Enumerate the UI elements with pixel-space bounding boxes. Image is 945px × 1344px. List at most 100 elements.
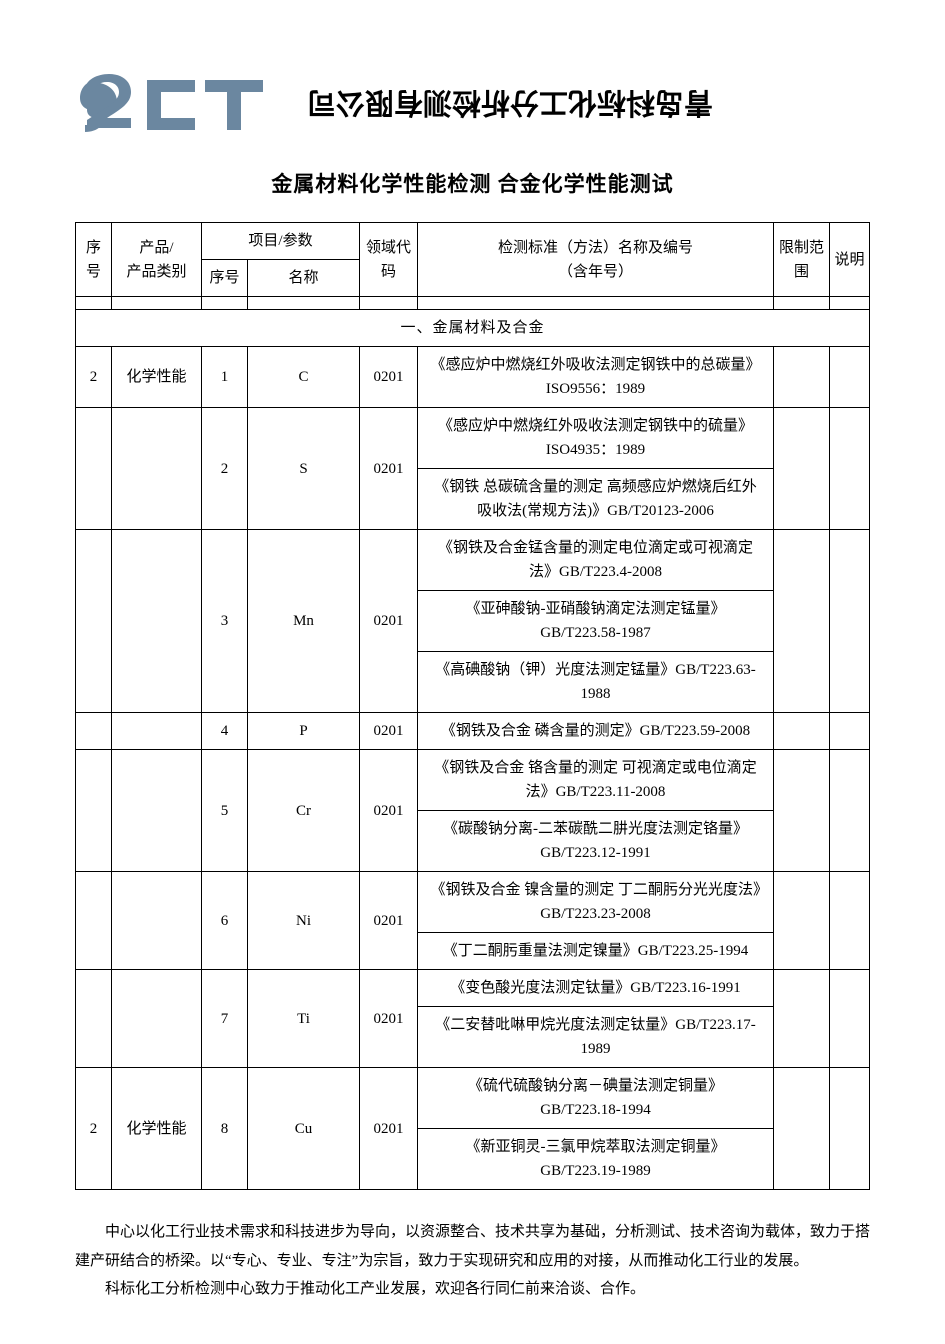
cell-seq [76, 970, 112, 1068]
cell-param-name: S [248, 408, 360, 530]
cell-note [830, 750, 870, 872]
cell-param-name: Cr [248, 750, 360, 872]
cell-product [112, 970, 202, 1068]
cell-domain: 0201 [360, 530, 418, 713]
cell-param-seq: 2 [202, 408, 248, 530]
table-row: 2化学性能1C0201《感应炉中燃烧红外吸收法测定钢铁中的总碳量》ISO9556… [76, 347, 870, 408]
cell-standard: 《二安替吡啉甲烷光度法测定钛量》GB/T223.17-1989 [418, 1007, 774, 1068]
cell-limit [774, 408, 830, 530]
cell-param-name: Ni [248, 872, 360, 970]
cell-standard: 《感应炉中燃烧红外吸收法测定钢铁中的硫量》ISO4935：1989 [418, 408, 774, 469]
cell-limit [774, 872, 830, 970]
cell-standard: 《钢铁及合金 磷含量的测定》GB/T223.59-2008 [418, 713, 774, 750]
cell-seq [76, 408, 112, 530]
cell-param-seq: 4 [202, 713, 248, 750]
table-header-row: 序号 产品/ 产品类别 项目/参数 领域代码 检测标准（方法）名称及编号 （含年… [76, 223, 870, 260]
col-param-group: 项目/参数 [202, 223, 360, 260]
cell-standard: 《丁二酮肟重量法测定镍量》GB/T223.25-1994 [418, 933, 774, 970]
cell-seq [76, 530, 112, 713]
cell-param-name: Cu [248, 1068, 360, 1190]
cell-product [112, 408, 202, 530]
col-param-seq: 序号 [202, 260, 248, 297]
cell-param-name: Mn [248, 530, 360, 713]
cell-param-name: P [248, 713, 360, 750]
table-row: 7Ti0201《变色酸光度法测定钛量》GB/T223.16-1991 [76, 970, 870, 1007]
cell-note [830, 347, 870, 408]
cell-param-seq: 3 [202, 530, 248, 713]
table-row: 5Cr0201《钢铁及合金 铬含量的测定 可视滴定或电位滴定法》GB/T223.… [76, 750, 870, 811]
table-row: 3Mn0201《钢铁及合金锰含量的测定电位滴定或可视滴定法》GB/T223.4-… [76, 530, 870, 591]
cell-note [830, 970, 870, 1068]
footer: 中心以化工行业技术需求和科技进步为导向，以资源整合、技术共享为基础，分析测试、技… [75, 1218, 870, 1304]
cell-seq [76, 872, 112, 970]
cell-note [830, 530, 870, 713]
cell-product [112, 713, 202, 750]
header-company-name: 青岛科标化工分析检测有限公司 [301, 84, 870, 126]
col-domain: 领域代码 [360, 223, 418, 297]
table-row: 6Ni0201《钢铁及合金 镍含量的测定 丁二酮肟分光光度法》GB/T223.2… [76, 872, 870, 933]
cell-standard: 《钢铁及合金 铬含量的测定 可视滴定或电位滴定法》GB/T223.11-2008 [418, 750, 774, 811]
cell-param-seq: 1 [202, 347, 248, 408]
cell-domain: 0201 [360, 408, 418, 530]
cell-standard: 《高碘酸钠（钾）光度法测定锰量》GB/T223.63-1988 [418, 652, 774, 713]
cell-note [830, 408, 870, 530]
cell-limit [774, 347, 830, 408]
cell-param-seq: 5 [202, 750, 248, 872]
cell-seq: 2 [76, 347, 112, 408]
col-param-name: 名称 [248, 260, 360, 297]
cell-note [830, 1068, 870, 1190]
table-row: 2S0201《感应炉中燃烧红外吸收法测定钢铁中的硫量》ISO4935：1989 [76, 408, 870, 469]
cell-standard: 《钢铁 总碳硫含量的测定 高频感应炉燃烧后红外吸收法(常规方法)》GB/T201… [418, 469, 774, 530]
cell-product [112, 872, 202, 970]
cell-standard: 《钢铁及合金锰含量的测定电位滴定或可视滴定法》GB/T223.4-2008 [418, 530, 774, 591]
section-title: 一、金属材料及合金 [76, 310, 870, 347]
cell-limit [774, 1068, 830, 1190]
cell-domain: 0201 [360, 713, 418, 750]
cell-standard: 《新亚铜灵-三氯甲烷萃取法测定铜量》GB/T223.19-1989 [418, 1129, 774, 1190]
cell-param-seq: 7 [202, 970, 248, 1068]
cell-product [112, 750, 202, 872]
cell-domain: 0201 [360, 347, 418, 408]
standards-table: 序号 产品/ 产品类别 项目/参数 领域代码 检测标准（方法）名称及编号 （含年… [75, 222, 870, 1190]
footer-paragraph-2: 科标化工分析检测中心致力于推动化工产业发展，欢迎各行同仁前来洽谈、合作。 [75, 1275, 870, 1304]
table-row: 4P0201《钢铁及合金 磷含量的测定》GB/T223.59-2008 [76, 713, 870, 750]
cell-seq [76, 713, 112, 750]
cell-standard: 《硫代硫酸钠分离－碘量法测定铜量》GB/T223.18-1994 [418, 1068, 774, 1129]
logo [75, 70, 265, 140]
cell-standard: 《亚砷酸钠-亚硝酸钠滴定法测定锰量》GB/T223.58-1987 [418, 591, 774, 652]
cell-limit [774, 713, 830, 750]
cell-param-name: C [248, 347, 360, 408]
cell-param-seq: 8 [202, 1068, 248, 1190]
cell-note [830, 713, 870, 750]
page-title: 金属材料化学性能检测 合金化学性能测试 [75, 168, 870, 198]
cell-domain: 0201 [360, 872, 418, 970]
cell-domain: 0201 [360, 1068, 418, 1190]
table-row: 2化学性能8Cu0201《硫代硫酸钠分离－碘量法测定铜量》GB/T223.18-… [76, 1068, 870, 1129]
cell-standard: 《碳酸钠分离-二苯碳酰二肼光度法测定铬量》GB/T223.12-1991 [418, 811, 774, 872]
cell-domain: 0201 [360, 750, 418, 872]
cell-limit [774, 750, 830, 872]
cell-product: 化学性能 [112, 347, 202, 408]
header: 青岛科标化工分析检测有限公司 [75, 70, 870, 140]
col-product: 产品/ 产品类别 [112, 223, 202, 297]
cell-product: 化学性能 [112, 1068, 202, 1190]
cell-standard: 《钢铁及合金 镍含量的测定 丁二酮肟分光光度法》GB/T223.23-2008 [418, 872, 774, 933]
cell-seq: 2 [76, 1068, 112, 1190]
cell-domain: 0201 [360, 970, 418, 1068]
col-seq: 序号 [76, 223, 112, 297]
table-blank-row [76, 297, 870, 310]
col-note: 说明 [830, 223, 870, 297]
cell-standard: 《变色酸光度法测定钛量》GB/T223.16-1991 [418, 970, 774, 1007]
cell-limit [774, 970, 830, 1068]
footer-paragraph-1: 中心以化工行业技术需求和科技进步为导向，以资源整合、技术共享为基础，分析测试、技… [75, 1218, 870, 1275]
table-section-row: 一、金属材料及合金 [76, 310, 870, 347]
cell-standard: 《感应炉中燃烧红外吸收法测定钢铁中的总碳量》ISO9556：1989 [418, 347, 774, 408]
cell-seq [76, 750, 112, 872]
col-standard: 检测标准（方法）名称及编号 （含年号） [418, 223, 774, 297]
cell-limit [774, 530, 830, 713]
col-limit: 限制范围 [774, 223, 830, 297]
cell-param-seq: 6 [202, 872, 248, 970]
cell-product [112, 530, 202, 713]
cell-note [830, 872, 870, 970]
cell-param-name: Ti [248, 970, 360, 1068]
